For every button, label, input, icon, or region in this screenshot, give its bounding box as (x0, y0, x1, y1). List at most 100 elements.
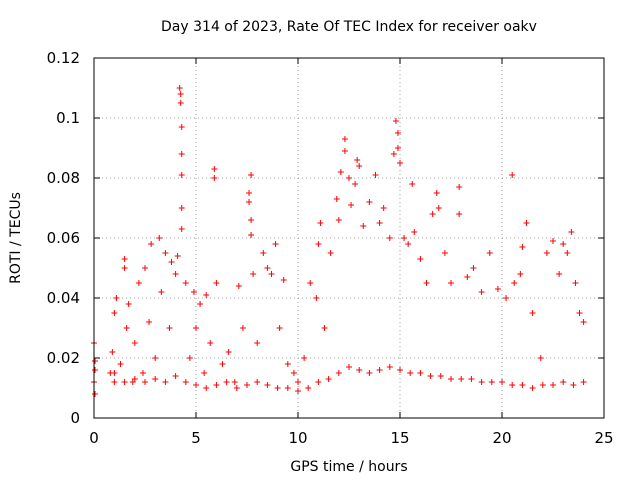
x-tick-label: 5 (191, 429, 201, 447)
data-point (435, 205, 442, 211)
data-point (92, 367, 99, 373)
x-tick-label: 25 (594, 429, 613, 447)
data-point (211, 175, 218, 181)
data-point (433, 190, 440, 196)
data-point (182, 379, 189, 385)
data-point (564, 250, 571, 256)
data-point (392, 118, 399, 124)
data-point (354, 157, 361, 163)
data-point (178, 172, 185, 178)
data-point (570, 382, 577, 388)
data-point (231, 379, 238, 385)
data-point (264, 265, 271, 271)
data-point (511, 280, 518, 286)
data-point (248, 172, 255, 178)
data-point (478, 289, 485, 295)
data-point (162, 250, 169, 256)
data-point (560, 379, 567, 385)
data-point (233, 385, 240, 391)
data-point (182, 280, 189, 286)
data-point (203, 292, 210, 298)
data-point (139, 370, 146, 376)
data-point (335, 370, 342, 376)
data-point (486, 250, 493, 256)
data-point (568, 229, 575, 235)
data-point (405, 241, 412, 247)
data-point (158, 289, 165, 295)
data-point (239, 325, 246, 331)
data-point (131, 376, 138, 382)
data-point (448, 280, 454, 286)
data-point (386, 364, 393, 370)
data-point (352, 181, 359, 187)
data-point (550, 238, 556, 244)
data-point (341, 148, 348, 154)
data-point (529, 385, 536, 391)
data-point (401, 235, 408, 241)
y-tick-label: 0.08 (47, 169, 80, 187)
data-point (168, 259, 175, 265)
data-point (441, 250, 448, 256)
data-point (123, 325, 130, 331)
data-point (417, 370, 424, 376)
data-point (346, 364, 352, 370)
data-point (560, 241, 567, 247)
data-point (178, 124, 185, 130)
data-point (142, 379, 148, 385)
data-point (499, 379, 505, 385)
data-point (178, 151, 185, 157)
data-point (390, 151, 397, 157)
data-point (376, 367, 383, 373)
data-point (121, 265, 128, 271)
x-tick-label: 10 (288, 429, 307, 447)
data-point (268, 271, 275, 277)
y-tick-label: 0.02 (47, 349, 80, 367)
data-point (539, 382, 546, 388)
x-axis-label: GPS time / hours (290, 459, 407, 475)
data-point (166, 325, 173, 331)
y-tick-label: 0.1 (56, 109, 80, 127)
data-point (468, 376, 475, 382)
data-point (207, 340, 214, 346)
data-point (213, 280, 220, 286)
data-point (142, 265, 148, 271)
chart-title: Day 314 of 2023, Rate Of TEC Index for r… (161, 19, 537, 35)
data-point (301, 355, 308, 361)
data-point (394, 130, 401, 136)
data-point (348, 202, 355, 208)
data-point (113, 295, 120, 301)
x-tick-label: 0 (89, 429, 99, 447)
data-point (576, 310, 583, 316)
data-points (91, 85, 587, 397)
y-tick-label: 0.04 (47, 289, 80, 307)
data-point (327, 250, 334, 256)
data-point (437, 373, 444, 379)
data-point (305, 385, 312, 391)
data-point (427, 373, 434, 379)
x-tick-label: 15 (390, 429, 409, 447)
data-point (177, 91, 184, 97)
data-point (572, 280, 579, 286)
data-point (152, 376, 159, 382)
grid-layer (94, 58, 604, 418)
data-point (131, 340, 138, 346)
data-point (519, 244, 526, 250)
data-point (225, 349, 232, 355)
data-point (537, 355, 544, 361)
data-point (178, 226, 185, 232)
y-tick-label: 0.12 (47, 49, 80, 67)
data-point (211, 166, 218, 172)
data-point (117, 361, 124, 367)
data-point (246, 199, 253, 205)
data-point (478, 379, 485, 385)
data-point (92, 358, 99, 364)
data-point (313, 295, 320, 301)
data-point (284, 361, 291, 367)
data-point (380, 205, 387, 211)
data-point (235, 283, 242, 289)
data-point (376, 220, 383, 226)
data-point (315, 241, 322, 247)
data-point (250, 271, 257, 277)
data-point (315, 379, 322, 385)
